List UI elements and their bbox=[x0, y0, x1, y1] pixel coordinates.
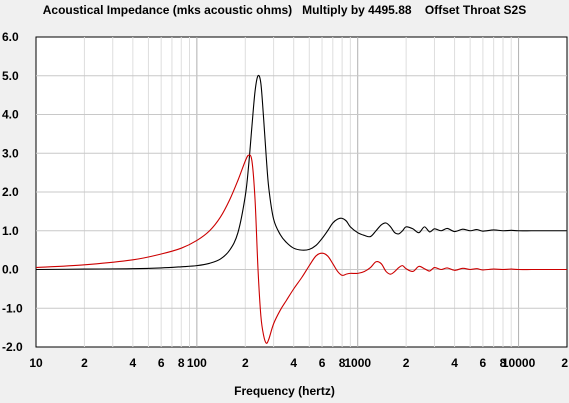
x-tick-label: 6 bbox=[480, 356, 487, 370]
x-tick-label: 100 bbox=[187, 356, 207, 370]
series-layer bbox=[35, 74, 567, 344]
y-tick-label: 6.0 bbox=[2, 30, 19, 44]
x-tick-label: 2 bbox=[81, 356, 88, 370]
x-tick-label: 2 bbox=[403, 356, 410, 370]
series-line-black bbox=[35, 74, 567, 271]
y-tick-label: -1.0 bbox=[2, 301, 23, 315]
x-tick-label: 1000 bbox=[344, 356, 371, 370]
y-tick-label: -2.0 bbox=[2, 340, 23, 354]
y-tick-label: 3.0 bbox=[2, 146, 19, 160]
x-axis-label: Frequency (hertz) bbox=[234, 384, 335, 398]
y-tick-label: 1.0 bbox=[2, 224, 19, 238]
series-line-red bbox=[35, 154, 567, 344]
x-tick-label: 10 bbox=[29, 356, 43, 370]
chart-title: Acoustical Impedance (mks acoustic ohms)… bbox=[42, 3, 527, 17]
x-tick-label: 4 bbox=[130, 356, 137, 370]
y-tick-label: 2.0 bbox=[2, 185, 19, 199]
x-tick-label: 4 bbox=[451, 356, 458, 370]
x-tick-label: 10000 bbox=[502, 356, 536, 370]
x-tick-label: 2 bbox=[242, 356, 249, 370]
x-tick-label: 6 bbox=[158, 356, 165, 370]
y-tick-label: 5.0 bbox=[2, 69, 19, 83]
x-tick-label: 8 bbox=[178, 356, 185, 370]
x-tick-label: 2 bbox=[561, 356, 568, 370]
y-tick-label: 0.0 bbox=[2, 263, 19, 277]
y-tick-labels: 6.0 5.0 4.0 3.0 2.0 1.0 0.0 -1.0 -2.0 bbox=[2, 30, 23, 354]
x-tick-label: 6 bbox=[319, 356, 326, 370]
grid-lines bbox=[36, 37, 567, 347]
y-tick-label: 4.0 bbox=[2, 108, 19, 122]
x-tick-label: 8 bbox=[500, 356, 507, 370]
x-tick-label: 4 bbox=[290, 356, 297, 370]
x-tick-label: 8 bbox=[339, 356, 346, 370]
